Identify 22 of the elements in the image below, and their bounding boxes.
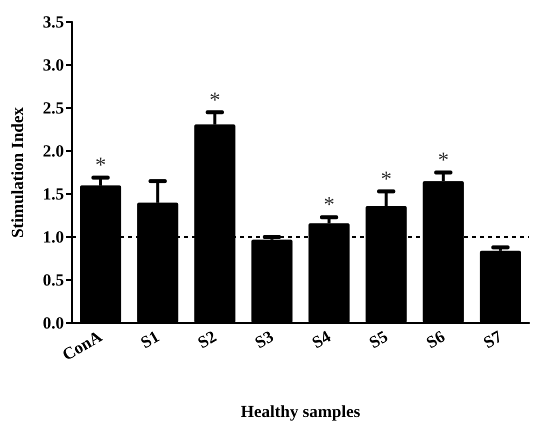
annotation: * (438, 147, 449, 172)
y-axis-title: Stimulation Index (8, 106, 27, 238)
x-axis-title: Healthy samples (240, 402, 361, 421)
y-tick-label: 1.0 (42, 228, 64, 246)
annotation: * (95, 152, 106, 178)
annotation: * (380, 166, 392, 191)
x-tick-label: S1 (137, 326, 162, 352)
y-tick-label: 3.5 (42, 12, 64, 32)
x-tick-label: S3 (252, 326, 277, 352)
y-tick-label: 3.0 (42, 56, 64, 74)
x-tick-label: S6 (423, 326, 448, 352)
annotation: * (209, 86, 220, 112)
x-tick-label: S2 (194, 326, 220, 352)
annotation: * (324, 192, 335, 217)
x-tick-label: S7 (480, 326, 506, 352)
y-tick-label: 1.5 (42, 184, 64, 204)
y-tick-label: 0.5 (42, 270, 64, 290)
x-tick-label: S5 (366, 326, 391, 352)
y-tick-label: 2.0 (42, 142, 64, 160)
y-tick-label: 2.5 (42, 98, 64, 118)
y-tick-label: 0.0 (42, 314, 64, 332)
x-tick-label: S4 (308, 326, 334, 352)
